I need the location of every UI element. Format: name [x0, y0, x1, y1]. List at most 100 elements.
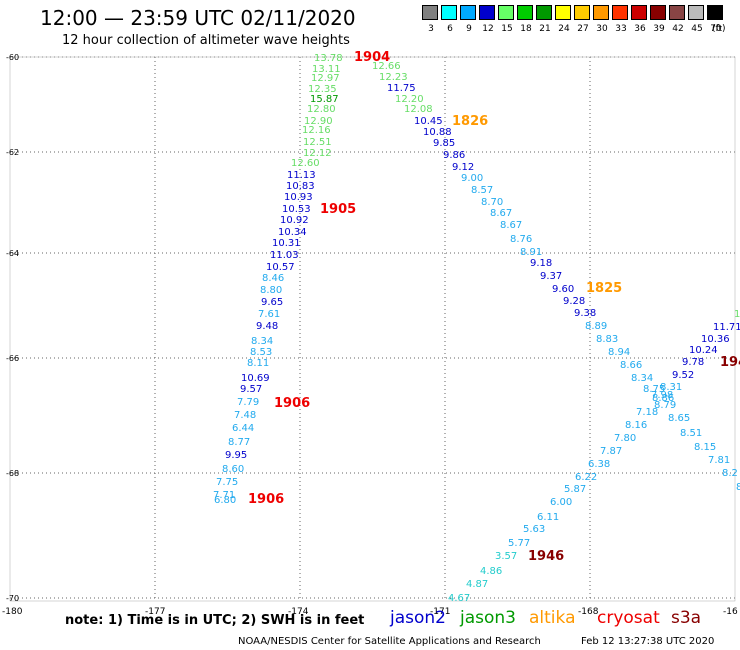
legend-label: 24: [558, 24, 570, 34]
wave-height-value: 8.76: [510, 234, 532, 245]
wave-height-value: 9.12: [452, 162, 474, 173]
wave-height-value: 7.71: [213, 490, 235, 501]
wave-height-value: 3.57: [495, 551, 517, 562]
wave-height-value: 6.22: [575, 472, 597, 483]
time-tag: 1825: [586, 281, 622, 296]
lon-label: -171: [430, 607, 450, 617]
wave-height-value: 6.44: [232, 423, 254, 434]
satellite-label: s3a: [671, 608, 702, 628]
lat-label: -68: [6, 469, 19, 478]
wave-height-value: 8.16: [625, 420, 647, 431]
legend-swatch: [612, 5, 628, 20]
wave-height-value: 10.31: [272, 238, 301, 249]
wave-height-value: 8.34: [631, 373, 653, 384]
wave-height-value: 7.81: [708, 455, 730, 466]
wave-height-value: 12.66: [372, 61, 401, 72]
satellite-label: jason2: [390, 608, 446, 628]
legend-label: 18: [520, 24, 532, 34]
wave-height-value: 8.94: [608, 347, 630, 358]
wave-height-value: 9.00: [461, 173, 483, 184]
footer-organization: NOAA/NESDIS Center for Satellite Applica…: [238, 636, 541, 647]
legend-swatch: [498, 5, 514, 20]
legend-label: 15: [501, 24, 513, 34]
wave-height-value: 8.15: [694, 442, 716, 453]
lat-lon-grid: [9, 56, 736, 602]
wave-height-value: 10.36: [701, 334, 730, 345]
wave-height-value: 8.34: [251, 336, 273, 347]
wave-height-value: 9.78: [682, 357, 704, 368]
wave-height-value: 8.79: [654, 400, 676, 411]
lon-label: -16: [723, 607, 738, 617]
legend-swatch: [688, 5, 704, 20]
wave-height-value: 5.87: [564, 484, 586, 495]
wave-height-value: 9.85: [433, 138, 455, 149]
wave-height-value: 8.75: [643, 384, 665, 395]
wave-height-value: 8.60: [222, 464, 244, 475]
wave-height-value: 8.57: [471, 185, 493, 196]
wave-height-value: 10.83: [286, 181, 315, 192]
time-tag: 1906: [248, 492, 284, 507]
wave-height-value: 7.80: [614, 433, 636, 444]
wave-height-value: 10.93: [284, 192, 313, 203]
legend-label: 27: [577, 24, 589, 34]
wave-height-value: 9.86: [443, 150, 465, 161]
wave-height-value: 5.77: [508, 538, 530, 549]
legend-label: 6: [447, 24, 453, 34]
wave-height-value: 4.67: [448, 593, 470, 604]
legend-swatch: [441, 5, 457, 20]
legend-swatch: [422, 5, 438, 20]
wave-height-value: 7.87: [600, 446, 622, 457]
wave-height-value: 9.65: [261, 297, 283, 308]
lat-label: -70: [6, 594, 19, 603]
wave-height-value: 8.51: [680, 428, 702, 439]
longitude-labels: -180 -177 -174 -171 -168 -16: [2, 607, 738, 617]
wave-height-value: 6.80: [214, 495, 236, 506]
wave-height-value: 12.90: [304, 116, 333, 127]
wave-height-value: 9.57: [240, 384, 262, 395]
wave-height-value: 9.60: [552, 284, 574, 295]
lat-label: -64: [6, 249, 19, 258]
wave-height-value: 10.92: [280, 215, 309, 226]
wave-height-value: 8.86: [652, 393, 674, 404]
wave-height-value: 12.08: [404, 104, 433, 115]
wave-height-value: 12.97: [311, 73, 340, 84]
wave-height-value: 8.31: [660, 382, 682, 393]
wave-height-value: 7.79: [237, 397, 259, 408]
legend-label: 70: [710, 24, 722, 34]
wave-height-value: 13.11: [312, 64, 341, 75]
time-tag: 1905: [320, 202, 356, 217]
wave-height-value: 7.75: [216, 477, 238, 488]
legend-label: 30: [596, 24, 608, 34]
wave-height-value: 8.66: [620, 360, 642, 371]
legend-label: 42: [672, 24, 684, 34]
lat-label: -62: [6, 148, 19, 157]
wave-height-value: 9.37: [540, 271, 562, 282]
wave-height-value: 8: [736, 482, 740, 493]
legend-swatch: [593, 5, 609, 20]
wave-height-value: 11.03: [270, 250, 299, 261]
wave-height-value: 7.18: [636, 407, 658, 418]
wave-height-value: 4.87: [466, 579, 488, 590]
legend-unit: (ft): [712, 24, 726, 34]
legend-label: 33: [615, 24, 627, 34]
wave-height-value: 12.35: [308, 84, 337, 95]
time-tag: 1906: [274, 396, 310, 411]
wave-height-value: 7.61: [258, 309, 280, 320]
legend-swatch: [707, 5, 723, 20]
wave-height-value: 12.23: [379, 72, 408, 83]
lat-label: -60: [6, 53, 19, 62]
legend-swatch: [536, 5, 552, 20]
footer-timestamp: Feb 12 13:27:38 UTC 2020: [581, 636, 715, 647]
legend-swatch: [574, 5, 590, 20]
wave-height-value: 8.65: [668, 413, 690, 424]
wave-height-value: 10.57: [266, 262, 295, 273]
wave-height-value: 8.89: [585, 321, 607, 332]
wave-height-value: 5.63: [523, 524, 545, 535]
wave-height-value: 9.38: [574, 308, 596, 319]
wave-height-value: 11.71: [713, 322, 740, 333]
legend-label: 36: [634, 24, 646, 34]
wave-height-value: 12.16: [302, 125, 331, 136]
legend-swatch: [479, 5, 495, 20]
wave-height-value: 8.83: [596, 334, 618, 345]
wave-height-value: 10.88: [423, 127, 452, 138]
